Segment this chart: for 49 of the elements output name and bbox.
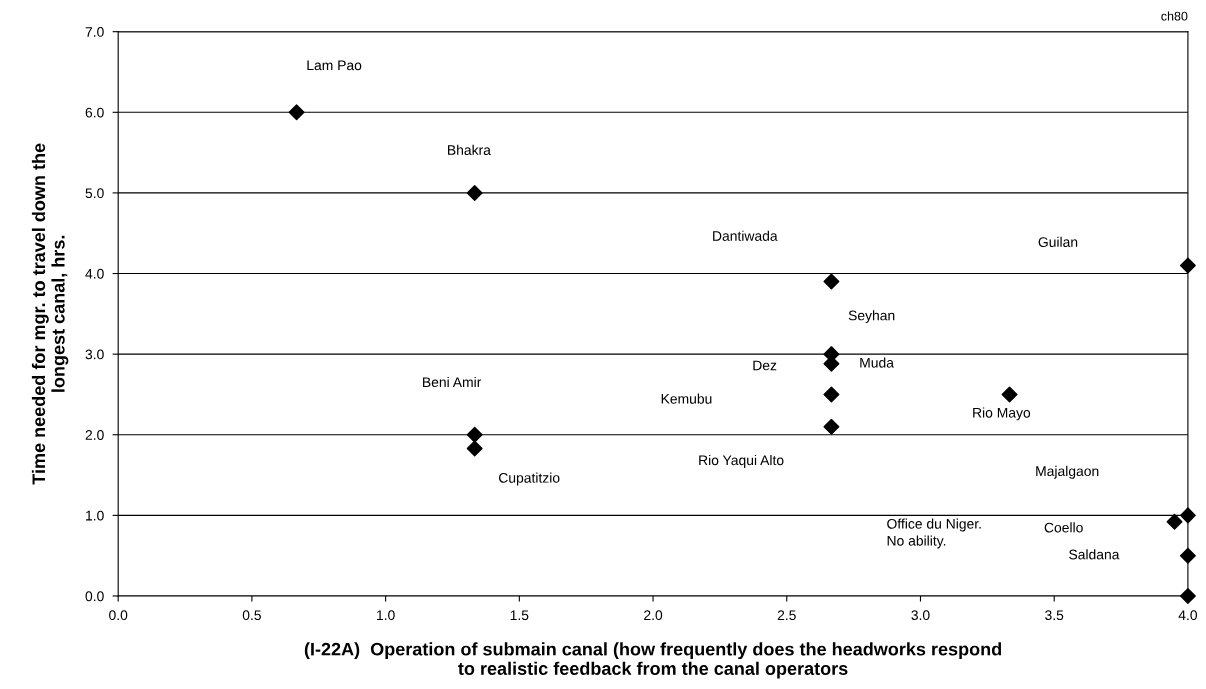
y-tick-label: 0.0 bbox=[85, 591, 104, 602]
point bbox=[823, 418, 840, 435]
annotation: Cupatitzio bbox=[498, 472, 560, 486]
annotation: Coello bbox=[1044, 522, 1083, 533]
annotation: Rio Mayo bbox=[973, 407, 1031, 421]
x-tick-label: 0.5 bbox=[242, 610, 261, 621]
point bbox=[823, 273, 840, 290]
point bbox=[288, 104, 305, 121]
point bbox=[466, 426, 483, 443]
y-tick-label: 7.0 bbox=[85, 27, 104, 37]
point bbox=[1001, 386, 1018, 403]
annotation: Dez bbox=[753, 360, 777, 371]
text: ch80 bbox=[1161, 11, 1188, 21]
annotation: Guilan bbox=[1038, 236, 1078, 247]
annotation: Lam Pao bbox=[307, 60, 362, 71]
annotation: Bhakra bbox=[448, 144, 491, 155]
y-tick-label: 5.0 bbox=[85, 188, 104, 199]
y-tick-label: 2.0 bbox=[85, 430, 104, 440]
y-tick-label: 4.0 bbox=[85, 268, 104, 279]
y-tick-label: 3.0 bbox=[85, 349, 104, 360]
point bbox=[1179, 507, 1196, 524]
annotation: Seyhan bbox=[848, 310, 895, 324]
x-tick-label: 3.0 bbox=[911, 610, 930, 621]
x-tick-label: 0.0 bbox=[109, 610, 128, 621]
x-axis-title: (I-22A) Operation of submain canal (how frequently does the headworks respond to realistic feedback from the canal operators bbox=[304, 642, 1002, 679]
annotation: Office du Niger. No ability. bbox=[887, 518, 981, 549]
point bbox=[466, 440, 483, 457]
x-tick-label: 1.0 bbox=[377, 610, 395, 621]
point bbox=[466, 184, 483, 201]
annotation: Kemubu bbox=[661, 393, 712, 404]
x-tick-label: 1.5 bbox=[510, 610, 529, 621]
point bbox=[1166, 513, 1183, 530]
annotation: Dantiwada bbox=[713, 230, 778, 241]
x-tick-label: 2.0 bbox=[644, 610, 663, 621]
point bbox=[1179, 547, 1196, 564]
annotation: Majalgaon bbox=[1036, 465, 1099, 479]
x-tick-label: 4.0 bbox=[1178, 610, 1198, 621]
point bbox=[1179, 257, 1196, 274]
point bbox=[823, 386, 840, 403]
annotation: Muda bbox=[860, 357, 894, 368]
y-axis-title: Time needed for mgr. to travel down the longest canal, hrs. bbox=[31, 143, 69, 485]
point bbox=[1179, 588, 1196, 604]
x-tick-label: 3.5 bbox=[1045, 610, 1064, 621]
annotation: Rio Yaqui Alto bbox=[699, 454, 784, 468]
annotation: Beni Amir bbox=[423, 376, 482, 388]
x-tick-label: 2.5 bbox=[777, 610, 796, 621]
y-tick-label: 1.0 bbox=[86, 510, 104, 521]
y-tick-label: 6.0 bbox=[85, 107, 104, 118]
annotation: Saldana bbox=[1069, 549, 1120, 560]
